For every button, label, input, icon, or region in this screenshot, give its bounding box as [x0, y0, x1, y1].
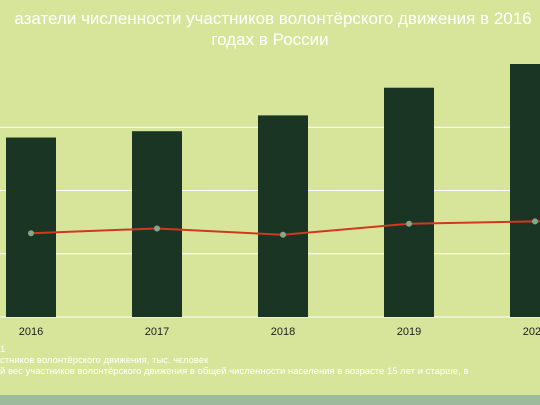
bar-2020 — [510, 64, 540, 317]
legend-notes: 1 стников волонтёрского движения, тыс. ч… — [0, 344, 540, 377]
line-point-2016 — [28, 230, 34, 237]
bar-2018 — [258, 115, 308, 317]
x-tick-label-2019: 2019 — [397, 326, 421, 338]
line-series — [28, 218, 540, 238]
legend-note-3: й вес участников волонтёрского движения … — [0, 366, 469, 377]
bar-2016 — [6, 137, 56, 317]
x-tick-label-2017: 2017 — [145, 326, 169, 338]
bar-2017 — [132, 131, 182, 317]
chart-title-line-2: годах в России — [211, 30, 329, 49]
chart-panel: азатели численности участников волонтёрс… — [0, 0, 540, 395]
line-point-2018 — [280, 231, 286, 238]
bar-2019 — [384, 87, 434, 317]
line-point-2017 — [154, 225, 160, 232]
legend-note-2: стников волонтёрского движения, тыс. чєл… — [0, 355, 209, 366]
x-tick-label-2018: 2018 — [271, 326, 295, 338]
legend-note-1: 1 — [0, 344, 6, 355]
chart-plot: 2016 2017 2018 2019 2020 — [0, 64, 540, 338]
chart-title-line-1: азатели численности участников волонтёрс… — [14, 9, 532, 28]
line-point-2019 — [406, 220, 412, 227]
bar-series — [6, 64, 540, 317]
line-point-2020 — [532, 218, 538, 225]
x-tick-label-2020: 2020 — [523, 326, 540, 338]
x-tick-label-2016: 2016 — [19, 326, 43, 338]
x-axis-tick-labels: 2016 2017 2018 2019 2020 — [19, 326, 540, 338]
